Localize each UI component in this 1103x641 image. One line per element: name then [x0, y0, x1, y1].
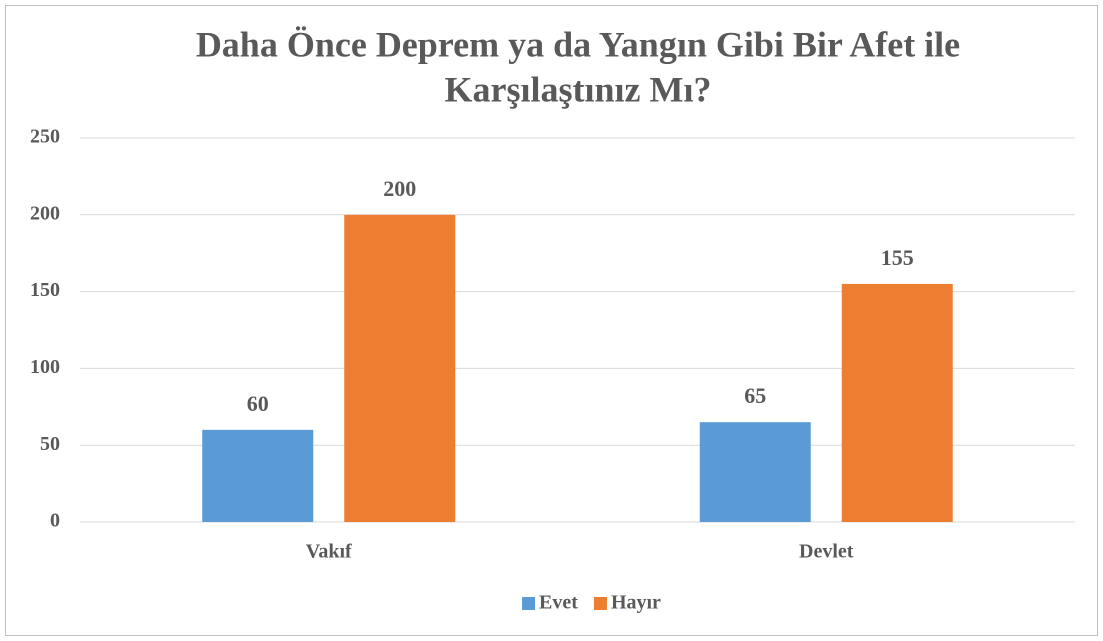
y-tick-label: 150 — [30, 279, 60, 301]
chart-title: Daha Önce Deprem ya da Yangın Gibi Bir A… — [196, 24, 960, 64]
y-tick-label: 0 — [50, 510, 60, 532]
y-tick-label: 250 — [30, 126, 60, 148]
bar — [202, 429, 314, 522]
chart-title: Karşılaştınız Mı? — [445, 69, 712, 109]
y-tick-label: 200 — [30, 202, 60, 224]
legend-label: Evet — [539, 592, 578, 614]
data-label: 60 — [247, 391, 269, 416]
bar — [699, 422, 811, 522]
legend-label: Hayır — [611, 592, 661, 614]
bar — [841, 283, 953, 522]
data-label: 200 — [383, 176, 416, 201]
y-tick-label: 50 — [40, 433, 60, 455]
legend-swatch — [593, 597, 607, 610]
data-label: 65 — [744, 383, 766, 408]
bar — [344, 214, 456, 523]
x-tick-label: Vakıf — [306, 541, 352, 563]
data-label: 155 — [881, 245, 914, 270]
legend-swatch — [522, 597, 536, 610]
x-tick-label: Devlet — [799, 541, 854, 563]
y-tick-label: 100 — [30, 356, 60, 378]
